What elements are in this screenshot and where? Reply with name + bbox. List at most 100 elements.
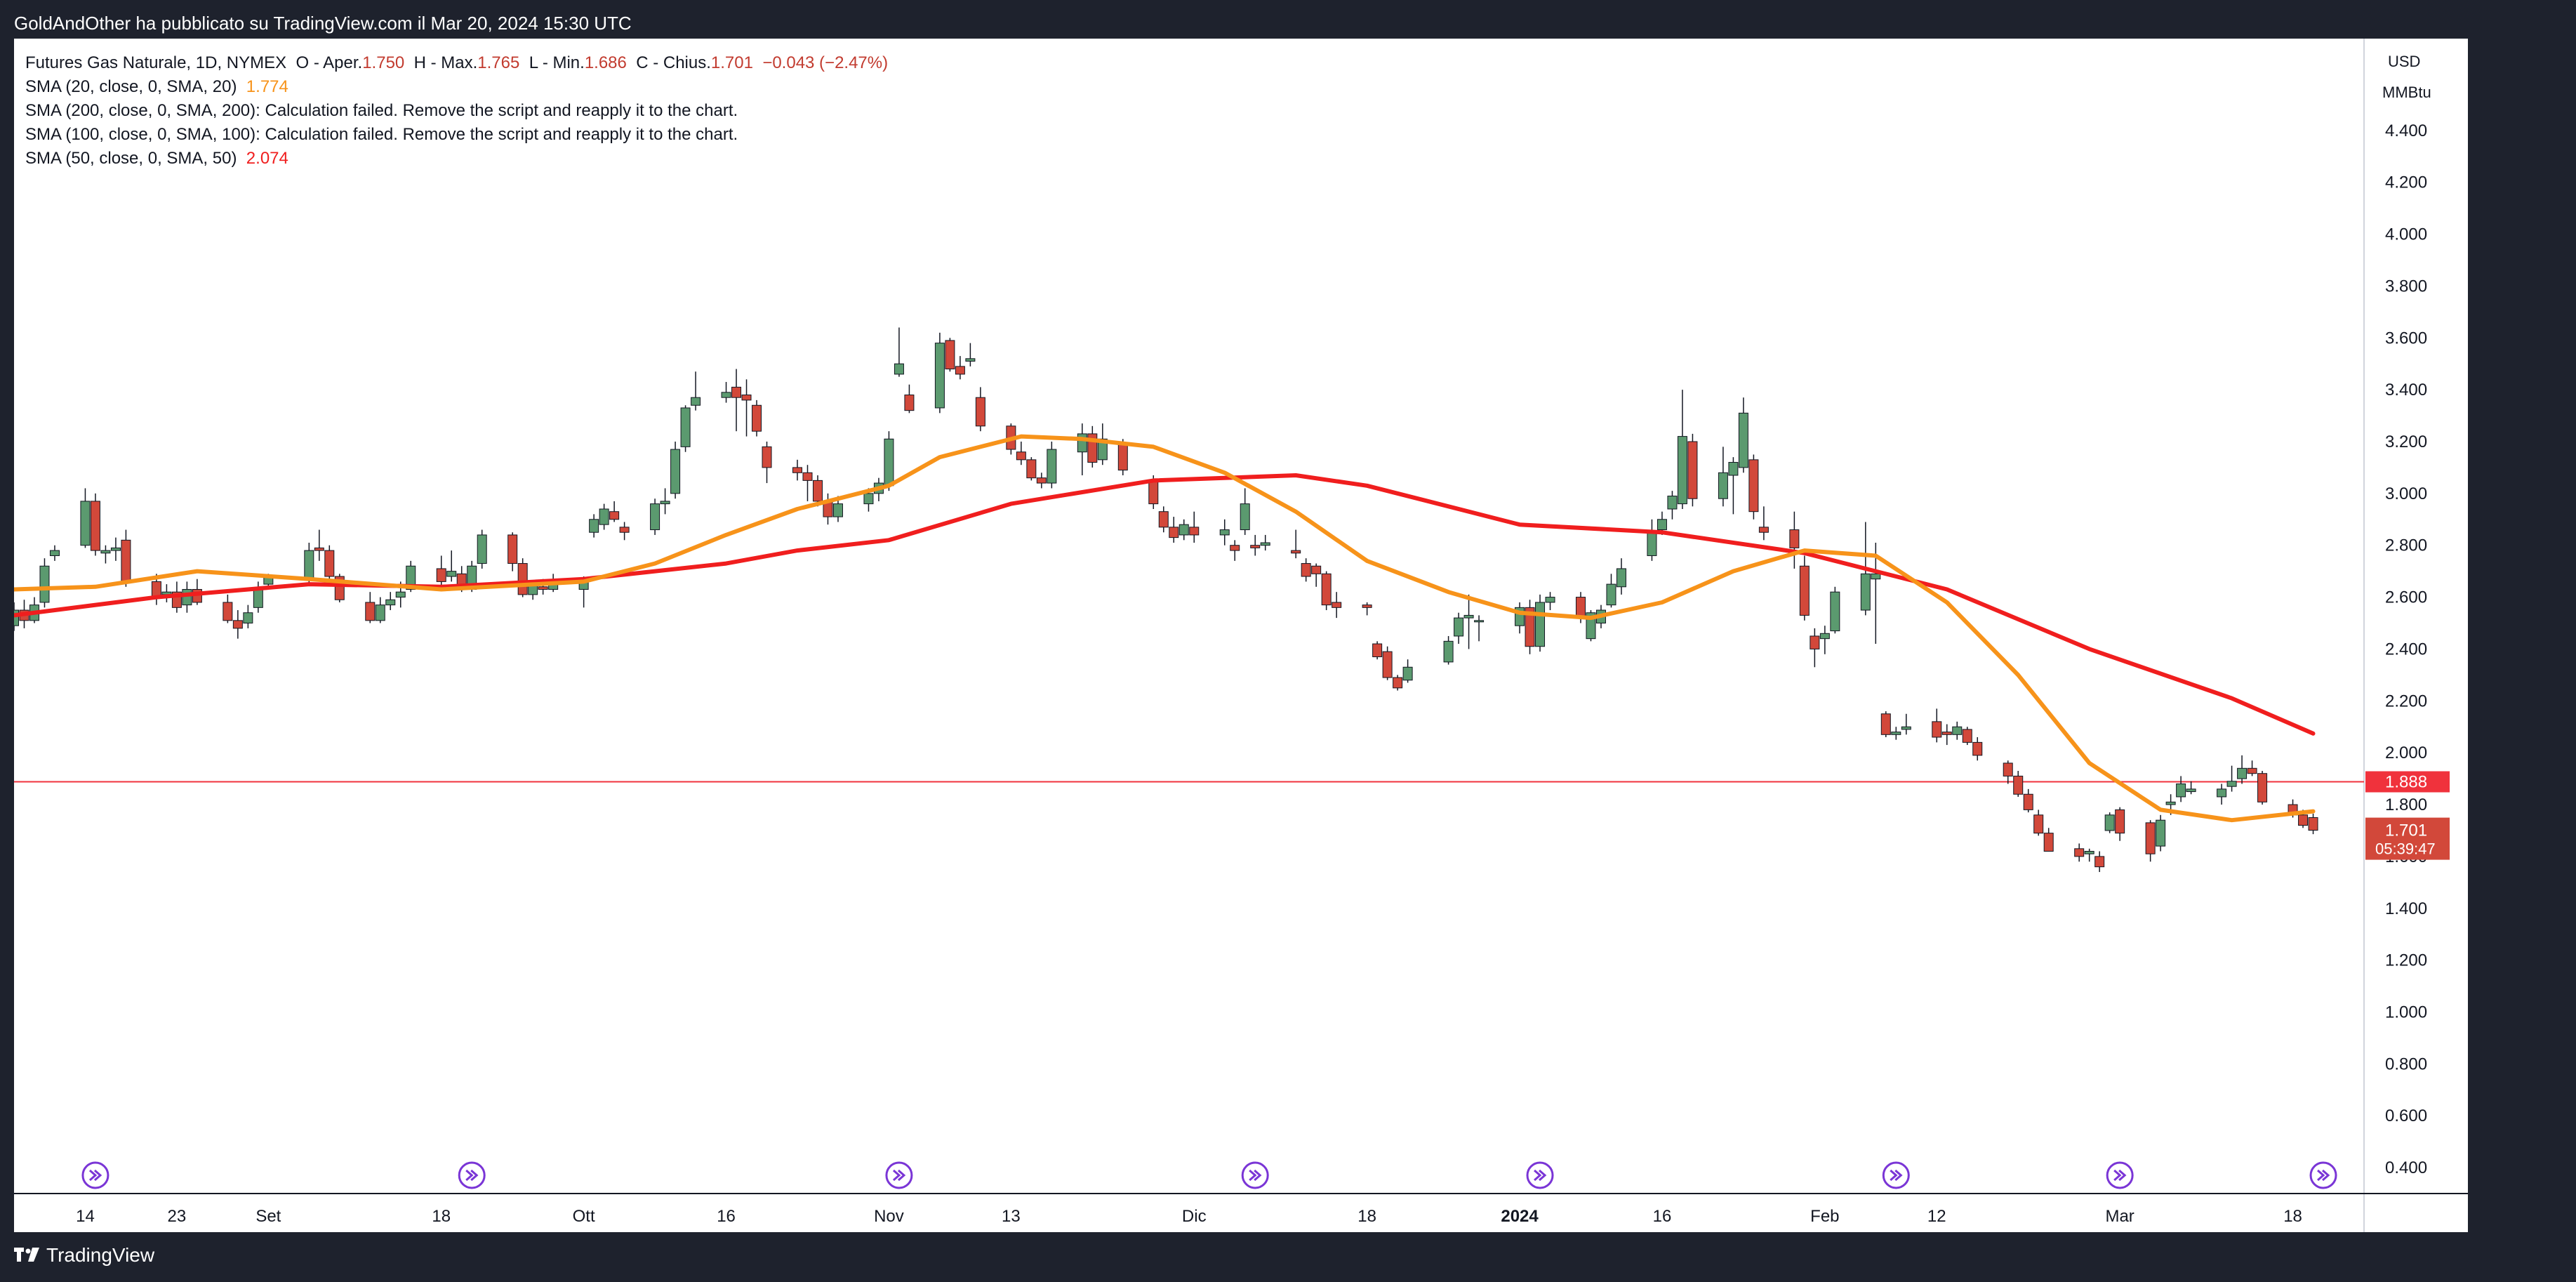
candle-body[interactable]	[904, 395, 915, 411]
event-marker-icon[interactable]	[885, 1161, 913, 1189]
candle-body[interactable]	[1097, 438, 1108, 461]
candle-body[interactable]	[2104, 814, 2115, 831]
candle-body[interactable]	[1026, 459, 1037, 479]
candle-body[interactable]	[863, 493, 874, 505]
candle-body[interactable]	[2237, 767, 2248, 779]
legend-sma20[interactable]: SMA (20, close, 0, SMA, 20) 1.774	[25, 75, 888, 99]
candle-body[interactable]	[385, 599, 396, 606]
candle-body[interactable]	[2257, 773, 2268, 802]
candle-body[interactable]	[1230, 545, 1240, 551]
candle-body[interactable]	[1016, 451, 1026, 461]
legend-sma50[interactable]: SMA (50, close, 0, SMA, 50) 2.074	[25, 147, 888, 171]
candle-body[interactable]	[2298, 814, 2309, 826]
candle-body[interactable]	[945, 340, 955, 370]
candle-body[interactable]	[1718, 472, 1728, 499]
candle-body[interactable]	[1382, 651, 1393, 678]
candle-body[interactable]	[1677, 436, 1687, 505]
candle-body[interactable]	[243, 612, 253, 624]
candle-body[interactable]	[1463, 614, 1474, 619]
unit-label[interactable]: MMBtu	[2382, 84, 2431, 101]
candle-body[interactable]	[39, 565, 50, 603]
candle-body[interactable]	[1036, 477, 1047, 484]
candle-body[interactable]	[1169, 527, 1179, 538]
candle-body[interactable]	[2176, 783, 2186, 798]
candle-body[interactable]	[1393, 677, 1403, 689]
candle-body[interactable]	[1576, 597, 1586, 619]
candle-body[interactable]	[2033, 814, 2044, 834]
candle-body[interactable]	[670, 449, 681, 494]
candle-body[interactable]	[1535, 602, 1546, 647]
candle-body[interactable]	[121, 539, 131, 582]
candle-body[interactable]	[1301, 563, 1311, 577]
candle-body[interactable]	[741, 395, 752, 401]
candle-body[interactable]	[1240, 503, 1250, 531]
candle-body[interactable]	[609, 511, 620, 520]
sma50-line[interactable]	[14, 473, 2316, 736]
candle-body[interactable]	[1667, 496, 1678, 510]
legend-sma100[interactable]: SMA (100, close, 0, SMA, 100): Calculati…	[25, 125, 738, 144]
candle-body[interactable]	[731, 386, 742, 398]
candle-body[interactable]	[1362, 604, 1372, 608]
candle-body[interactable]	[1758, 527, 1769, 533]
candle-body[interactable]	[1117, 444, 1128, 471]
event-marker-icon[interactable]	[2309, 1161, 2337, 1189]
candle-body[interactable]	[314, 547, 324, 551]
candle-body[interactable]	[538, 586, 548, 590]
candle-body[interactable]	[223, 602, 233, 621]
candle-body[interactable]	[1932, 721, 1942, 738]
candle-body[interactable]	[2084, 851, 2094, 854]
candle-body[interactable]	[1647, 531, 1657, 556]
candle-body[interactable]	[2165, 801, 2176, 805]
candle-body[interactable]	[660, 501, 670, 505]
candle-body[interactable]	[182, 588, 192, 606]
candle-body[interactable]	[1606, 583, 1616, 606]
candle-body[interactable]	[1830, 591, 1840, 632]
candle-body[interactable]	[1179, 524, 1189, 536]
candle-body[interactable]	[1616, 568, 1626, 588]
candle-body[interactable]	[1891, 732, 1901, 735]
candle-body[interactable]	[100, 550, 111, 554]
candle-body[interactable]	[691, 397, 701, 406]
candle-body[interactable]	[1321, 573, 1332, 606]
candle-body[interactable]	[2003, 762, 2013, 777]
candle-body[interactable]	[619, 527, 630, 533]
event-marker-icon[interactable]	[1882, 1161, 1910, 1189]
candlestick-chart[interactable]: USD MMBtu 0.400 0.600 0.800 1.000 1.200 1.400 1.…	[14, 39, 2468, 1232]
event-marker-icon[interactable]	[458, 1161, 486, 1189]
candle-body[interactable]	[1402, 666, 1413, 681]
candle-body[interactable]	[2156, 819, 2166, 847]
candle-body[interactable]	[49, 550, 60, 556]
candle-body[interactable]	[1219, 529, 1230, 536]
candle-body[interactable]	[2013, 775, 2024, 795]
event-marker-icon[interactable]	[1241, 1161, 1269, 1189]
candle-body[interactable]	[1454, 617, 1464, 637]
candle-body[interactable]	[650, 503, 660, 531]
last-price-tag[interactable]	[2365, 817, 2450, 860]
candle-body[interactable]	[1545, 597, 1555, 603]
candle-body[interactable]	[832, 503, 843, 517]
candle-body[interactable]	[1148, 480, 1159, 505]
candle-body[interactable]	[507, 534, 518, 564]
candle-body[interactable]	[14, 609, 19, 626]
candle-body[interactable]	[1738, 412, 1748, 468]
candle-body[interactable]	[1901, 726, 1911, 730]
candle-body[interactable]	[477, 534, 487, 564]
candle-body[interactable]	[1260, 542, 1270, 546]
candle-body[interactable]	[1880, 713, 1891, 735]
candle-body[interactable]	[324, 550, 335, 577]
candle-body[interactable]	[1952, 726, 1963, 735]
sma20-line[interactable]	[14, 434, 2316, 823]
event-marker-icon[interactable]	[1526, 1161, 1554, 1189]
candle-body[interactable]	[1941, 732, 1952, 735]
candle-body[interactable]	[365, 602, 376, 621]
candle-body[interactable]	[975, 397, 985, 427]
candle-body[interactable]	[90, 501, 100, 551]
candle-body[interactable]	[2145, 822, 2156, 854]
candle-body[interactable]	[1189, 527, 1200, 536]
candle-body[interactable]	[884, 438, 894, 487]
candle-body[interactable]	[680, 407, 691, 447]
candle-body[interactable]	[1047, 449, 1057, 484]
candle-body[interactable]	[304, 550, 314, 580]
candle-body[interactable]	[2115, 809, 2125, 834]
candle-body[interactable]	[1291, 550, 1301, 554]
